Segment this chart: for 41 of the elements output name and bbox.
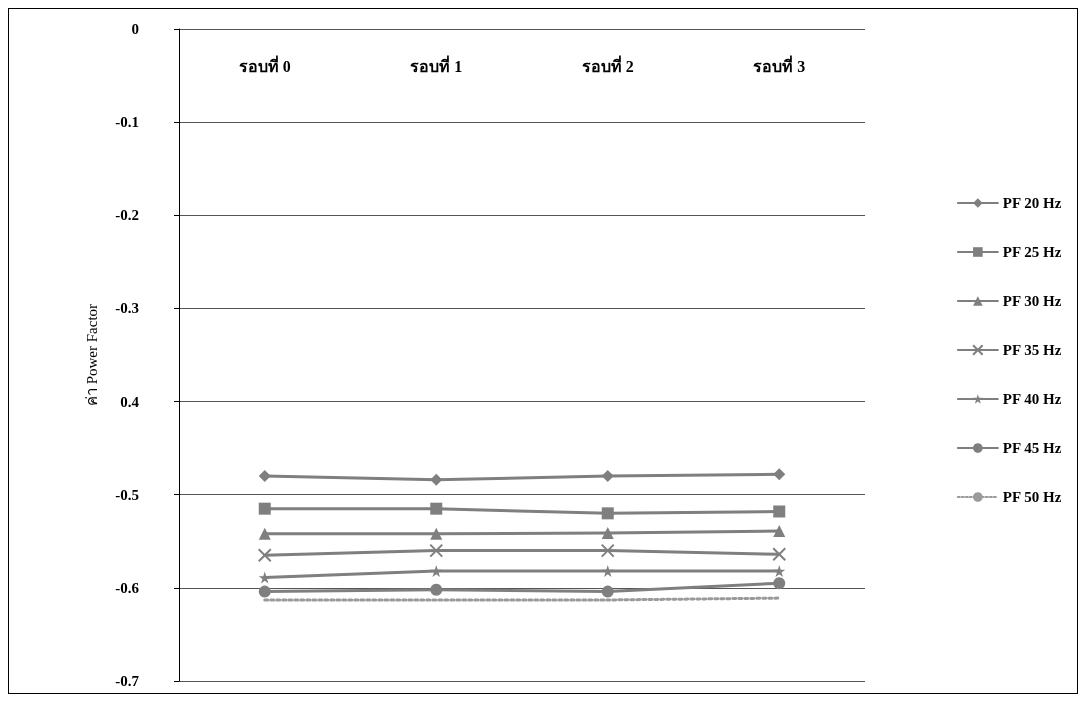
y-tick-label: -0.5 [115,486,139,503]
x-tick-label: รอบที่ 3 [753,54,806,75]
point [773,505,786,518]
legend-label: PF 40 Hz [1002,391,1062,407]
x-tick-label: รอบที่ 1 [410,54,463,75]
y-tick-label: 0 [131,21,139,37]
x-tick-label: รอบที่ 0 [238,54,291,75]
y-tick-label: -0.7 [115,673,140,689]
y-axis-title: ค่า Power Factor [83,303,100,407]
point [601,585,614,598]
point [258,585,271,598]
point [430,583,443,596]
legend-label: PF 50 Hz [1002,489,1062,505]
y-tick-label: -0.6 [115,579,140,596]
point [600,543,615,558]
y-tick-label: 0.4 [120,393,140,410]
point [773,525,786,538]
point [257,548,272,563]
point [601,507,614,520]
legend-label: PF 20 Hz [1002,195,1062,211]
point [773,468,786,481]
point [258,470,271,483]
legend-label: PF 35 Hz [1002,342,1062,358]
point [601,526,614,539]
point [601,565,614,578]
x-tick-label: รอบที่ 2 [581,54,634,75]
legend-label: PF 30 Hz [1002,293,1062,309]
point [773,577,786,590]
point [430,527,443,540]
point [773,565,786,578]
y-tick-label: -0.3 [115,300,139,317]
point [430,565,443,578]
point [258,502,271,515]
point [429,543,444,558]
y-tick-label: -0.2 [115,207,139,224]
legend-label: PF 25 Hz [1002,244,1062,260]
point [430,502,443,515]
point [258,527,271,540]
legend-label: PF 45 Hz [1002,440,1062,456]
point [772,547,787,562]
y-tick-label: -0.1 [115,114,139,131]
